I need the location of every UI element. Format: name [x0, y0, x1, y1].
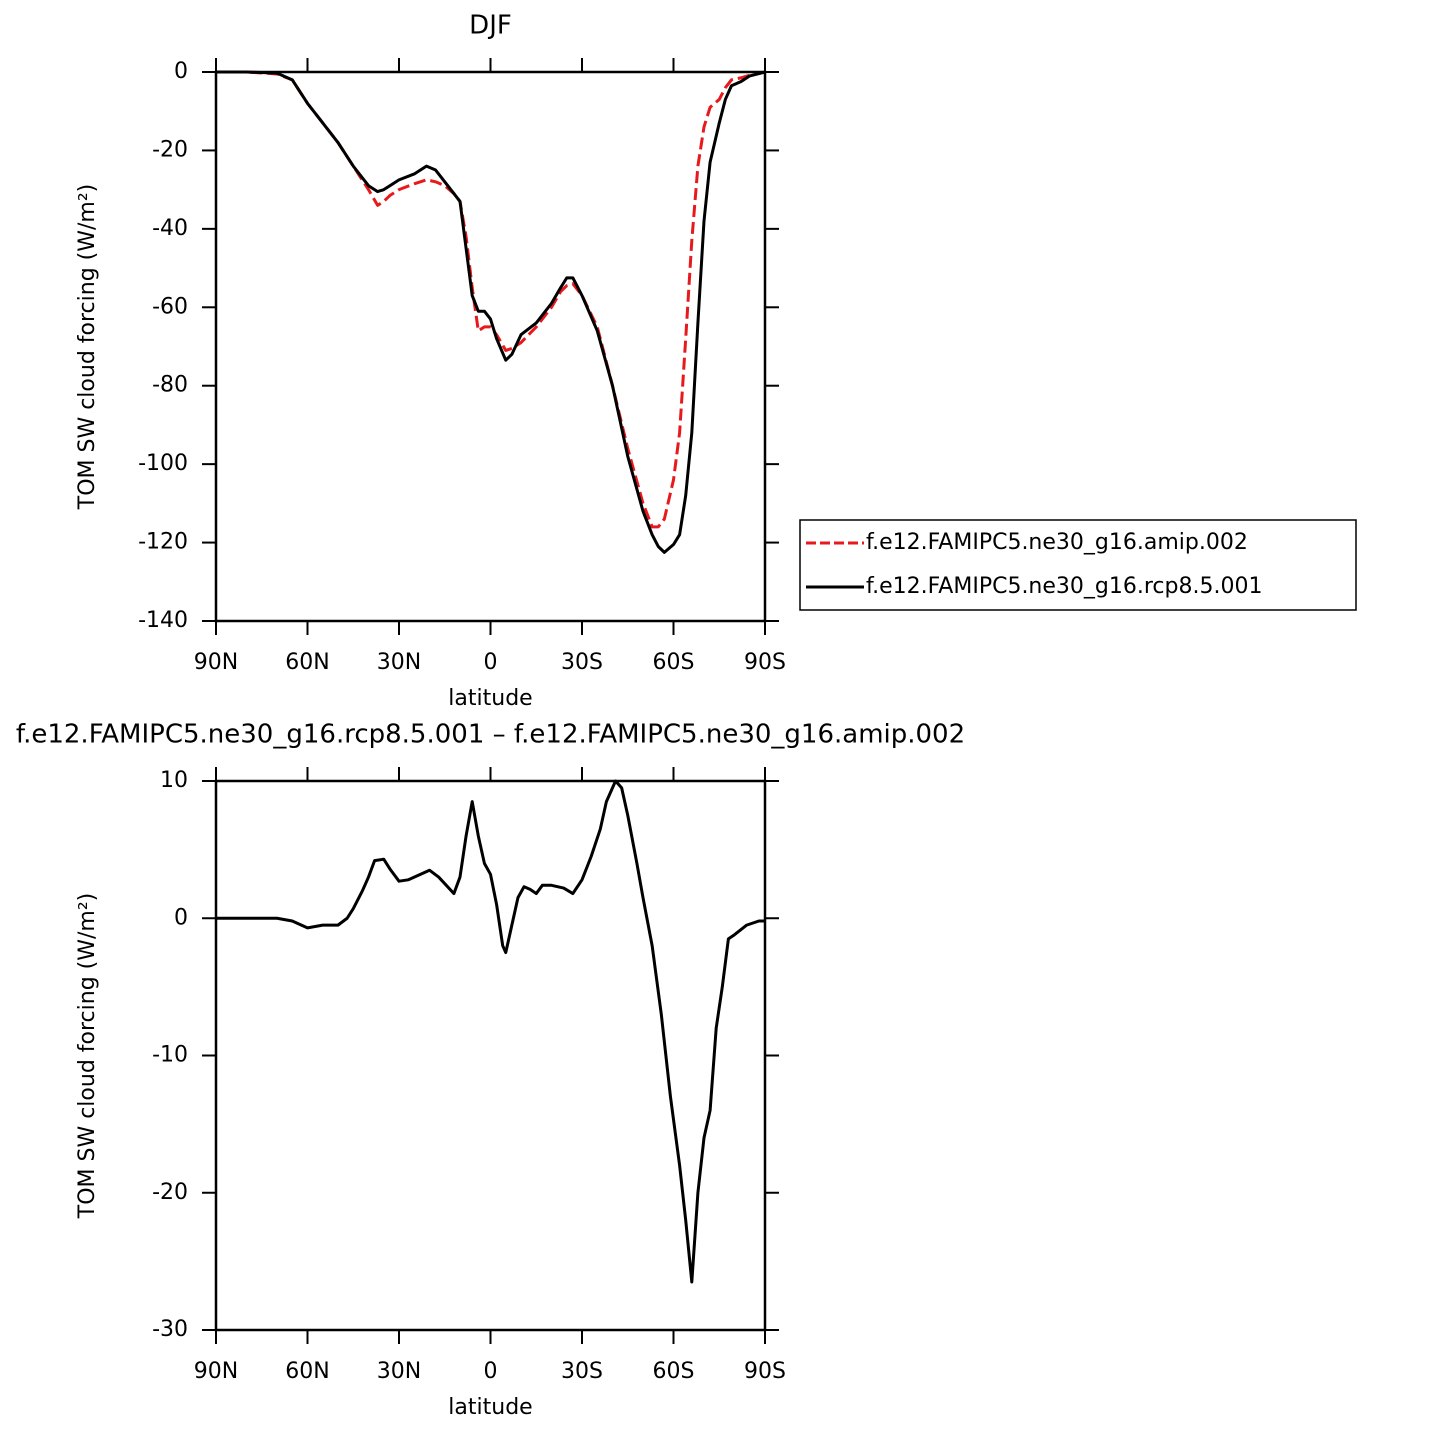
x-tick-label: 90S — [744, 650, 786, 675]
x-tick-label: 90N — [194, 1359, 238, 1384]
y-tick-label: -30 — [152, 1317, 188, 1342]
x-tick-label: 30N — [377, 1359, 421, 1384]
x-tick-label: 0 — [484, 1359, 498, 1384]
chart-title: DJF — [469, 11, 512, 41]
data-line — [216, 779, 765, 1284]
y-axis-label: TOM SW cloud forcing (W/m²) — [75, 184, 100, 510]
y-tick-label: -120 — [138, 530, 188, 555]
legend-label: f.e12.FAMIPC5.ne30_g16.amip.002 — [866, 530, 1248, 555]
data-line — [216, 70, 766, 554]
y-tick-label: -20 — [152, 137, 188, 162]
x-tick-label: 90N — [194, 650, 238, 675]
x-tick-label: 60S — [653, 1359, 695, 1384]
plot-frame — [214, 779, 767, 1332]
chart-title: f.e12.FAMIPC5.ne30_g16.rcp8.5.001 – f.e1… — [16, 720, 965, 750]
x-tick-label: 90S — [744, 1359, 786, 1384]
legend-label: f.e12.FAMIPC5.ne30_g16.rcp8.5.001 — [866, 574, 1262, 599]
data-line — [216, 70, 766, 529]
y-tick-label: -40 — [152, 216, 188, 241]
x-tick-label: 60N — [285, 650, 329, 675]
x-tick-label: 30S — [561, 1359, 603, 1384]
legend-box — [799, 519, 1357, 611]
y-tick-label: -140 — [138, 608, 188, 633]
x-tick-label: 30S — [561, 650, 603, 675]
x-tick-label: 60S — [653, 650, 695, 675]
x-axis-label: latitude — [448, 1395, 532, 1420]
y-tick-label: 0 — [174, 59, 188, 84]
y-tick-label: -60 — [152, 294, 188, 319]
y-tick-label: -10 — [152, 1043, 188, 1068]
x-tick-label: 0 — [484, 650, 498, 675]
y-tick-label: 0 — [174, 905, 188, 930]
plot-frame — [214, 70, 767, 623]
y-tick-label: -80 — [152, 373, 188, 398]
y-tick-label: -20 — [152, 1180, 188, 1205]
x-tick-label: 30N — [377, 650, 421, 675]
x-axis-label: latitude — [448, 686, 532, 711]
y-tick-label: -100 — [138, 451, 188, 476]
x-tick-label: 60N — [285, 1359, 329, 1384]
y-tick-label: 10 — [160, 768, 188, 793]
y-axis-label: TOM SW cloud forcing (W/m²) — [75, 893, 100, 1219]
